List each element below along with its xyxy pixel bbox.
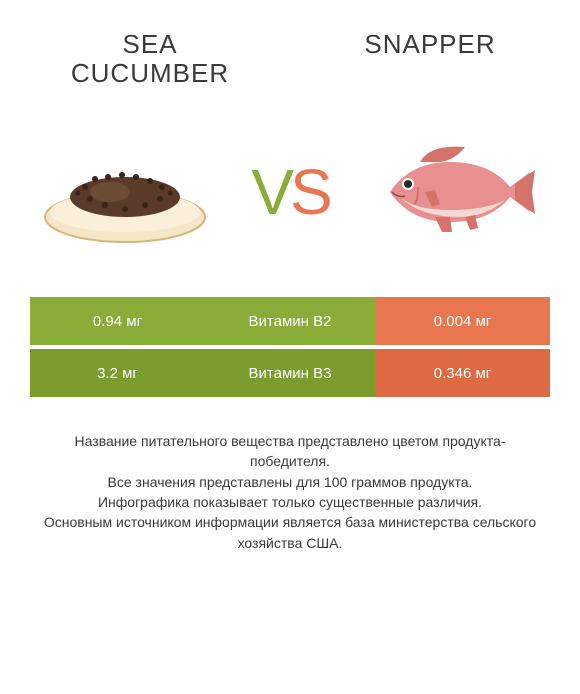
product-left-title: Sea cucumber (50, 30, 250, 87)
cell-left-value: 3.2 мг (30, 349, 205, 397)
footer-notes: Название питательного вещества представл… (0, 401, 580, 573)
footer-line: Инфографика показывает только существенн… (40, 492, 540, 512)
table-row: 0.94 мг Витамин B2 0.004 мг (30, 297, 550, 345)
images-row: VS (0, 97, 580, 297)
header: Sea cucumber Snapper (0, 0, 580, 97)
cell-nutrient-label: Витамин B3 (205, 349, 375, 397)
vs-v: V (251, 156, 290, 228)
cell-nutrient-label: Витамин B2 (205, 297, 375, 345)
cell-right-value: 0.346 мг (375, 349, 550, 397)
product-right-image (370, 122, 540, 262)
footer-line: Название питательного вещества представл… (40, 431, 540, 472)
comparison-table: 0.94 мг Витамин B2 0.004 мг 3.2 мг Витам… (0, 297, 580, 401)
vs-label: VS (251, 155, 328, 229)
footer-line: Все значения представлены для 100 граммо… (40, 472, 540, 492)
footer-line: Основным источником информации является … (40, 512, 540, 553)
snapper-icon (370, 132, 540, 252)
infographic-container: Sea cucumber Snapper (0, 0, 580, 694)
cell-right-value: 0.004 мг (375, 297, 550, 345)
product-right-title: Snapper (330, 30, 530, 87)
product-left-image (40, 122, 210, 262)
cell-left-value: 0.94 мг (30, 297, 205, 345)
table-row: 3.2 мг Витамин B3 0.346 мг (30, 349, 550, 397)
vs-s: S (290, 156, 329, 228)
sea-cucumber-icon (40, 137, 210, 247)
